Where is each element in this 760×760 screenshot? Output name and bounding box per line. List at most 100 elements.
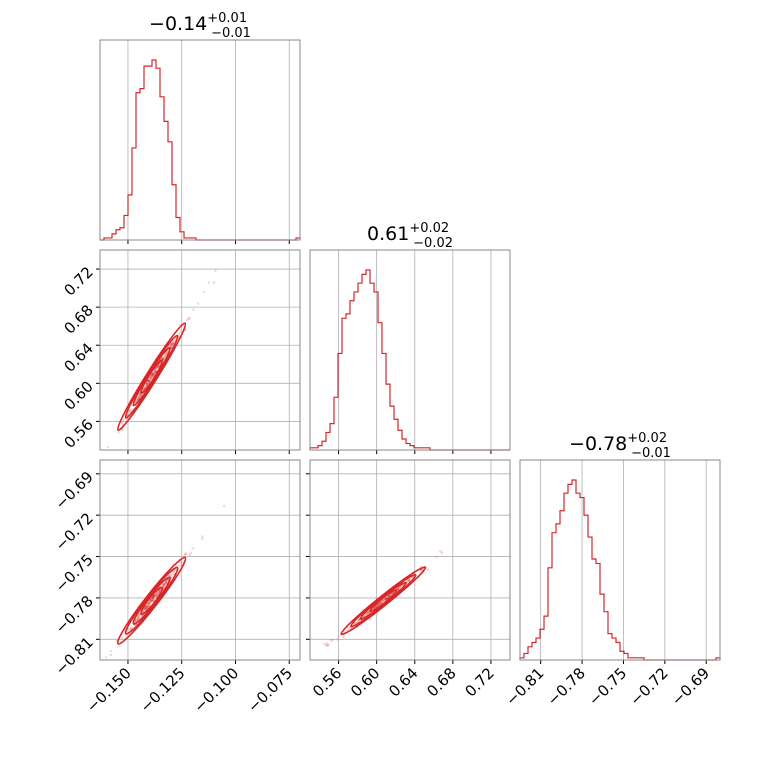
sample-point <box>138 395 142 399</box>
sample-point <box>389 593 393 596</box>
sample-point <box>207 281 211 284</box>
sample-point <box>149 377 153 381</box>
sample-point <box>161 583 165 587</box>
sample-point <box>150 377 153 380</box>
sample-point <box>171 342 175 345</box>
sample-point <box>426 567 430 571</box>
sample-point <box>147 379 151 383</box>
sample-point <box>169 342 173 346</box>
y-tick-label: −0.69 <box>52 468 97 513</box>
sample-point <box>130 626 133 630</box>
sample-point <box>147 379 150 382</box>
sample-point <box>153 371 156 375</box>
sample-point <box>145 383 148 387</box>
title-minus: −0.02 <box>413 236 453 251</box>
title-median: −0.78 <box>569 433 627 455</box>
sample-point <box>325 642 329 645</box>
sample-point <box>118 644 121 647</box>
sample-point <box>163 582 167 585</box>
sample-point <box>202 290 206 294</box>
sample-point <box>386 597 389 600</box>
sample-point <box>136 397 140 401</box>
density-contour <box>124 566 179 635</box>
sample-point <box>384 597 388 600</box>
density-contour <box>116 556 187 645</box>
sample-point <box>151 371 155 375</box>
sample-point <box>154 593 157 597</box>
sample-point <box>164 579 168 583</box>
sample-point <box>411 575 415 579</box>
sample-point <box>147 601 151 605</box>
title-minus: −0.01 <box>211 26 251 41</box>
x-tick-label: −0.075 <box>244 664 296 716</box>
sample-point <box>151 372 155 376</box>
sample-point <box>149 598 153 601</box>
sample-point <box>170 345 173 349</box>
sample-point <box>139 394 143 397</box>
sample-point <box>145 606 148 609</box>
sample-point <box>327 643 330 647</box>
sample-point <box>171 341 174 345</box>
sample-point <box>384 597 388 600</box>
sample-point <box>438 549 442 553</box>
title-plus: +0.01 <box>207 11 247 26</box>
sample-point <box>152 373 155 377</box>
sample-point <box>151 599 154 603</box>
samples-layer <box>104 504 226 659</box>
sample-point <box>154 371 157 374</box>
sample-point <box>168 574 171 577</box>
density-contour <box>132 576 171 625</box>
sample-point <box>169 345 173 349</box>
x-tick-label: 0.72 <box>461 664 497 700</box>
sample-point <box>121 428 124 432</box>
sample-point <box>150 599 153 603</box>
sample-point <box>151 372 154 375</box>
sample-point <box>382 599 386 603</box>
density-contour <box>140 359 164 394</box>
sample-point <box>384 597 388 601</box>
sample-point <box>386 595 390 598</box>
sample-point <box>396 588 400 591</box>
sample-point <box>154 370 157 373</box>
sample-point <box>171 342 175 346</box>
x-tick-label: −0.100 <box>190 664 242 716</box>
sample-point <box>150 599 154 602</box>
sample-point <box>152 595 156 599</box>
sample-point <box>147 602 151 605</box>
sample-point <box>138 395 141 398</box>
sample-point <box>129 627 132 631</box>
density-contour <box>132 346 171 407</box>
y-tick-label: 0.68 <box>60 301 96 337</box>
sample-point <box>396 587 400 590</box>
samples-layer <box>322 549 444 647</box>
sample-point <box>212 281 216 284</box>
sample-point <box>377 603 380 607</box>
sample-point <box>151 595 155 599</box>
x-tick-label: −0.125 <box>137 664 189 716</box>
sample-point <box>152 371 155 375</box>
sample-point <box>152 373 155 376</box>
sample-point <box>143 385 147 389</box>
sample-point <box>200 537 204 541</box>
histogram-panel-2: −0.81−0.78−0.75−0.72−0.69 <box>502 459 721 709</box>
sample-point <box>150 373 154 377</box>
sample-point <box>153 594 157 598</box>
sample-point <box>161 583 165 587</box>
sample-point <box>139 394 143 398</box>
sample-point <box>117 431 120 434</box>
sample-point <box>375 604 379 608</box>
sample-point <box>377 602 380 606</box>
sample-point <box>185 318 189 322</box>
sample-point <box>148 379 151 383</box>
sample-point <box>154 369 158 373</box>
sample-point <box>152 594 156 597</box>
sample-point <box>336 638 340 641</box>
sample-point <box>151 373 154 377</box>
sample-point <box>169 573 173 577</box>
sample-point <box>146 383 149 386</box>
sample-point <box>151 374 155 377</box>
sample-point <box>146 379 150 382</box>
sample-point <box>368 618 372 621</box>
sample-point <box>137 614 141 617</box>
x-tick-label: −0.81 <box>502 664 547 709</box>
